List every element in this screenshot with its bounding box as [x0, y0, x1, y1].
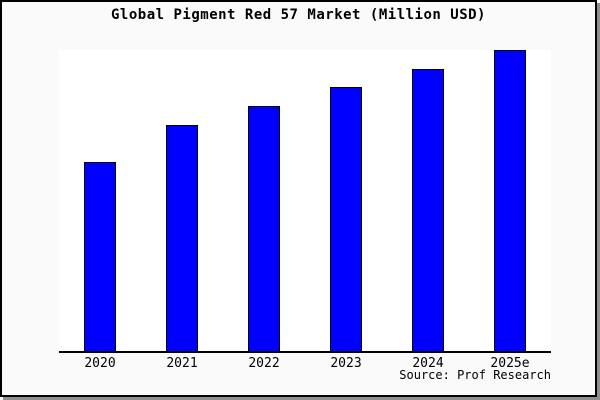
bar-slot [141, 50, 223, 351]
bar-2021 [166, 125, 198, 351]
bar-2023 [330, 87, 362, 351]
bar-slot [469, 50, 551, 351]
source-label: Source: Prof Research [399, 368, 551, 382]
bar-2022 [248, 106, 280, 351]
plot-area [59, 50, 551, 353]
x-tick-label-2023: 2023 [330, 356, 362, 371]
bar-2024 [412, 69, 444, 351]
x-tick-label-2024: 2024 [412, 356, 444, 371]
bar-slot [305, 50, 387, 351]
bar-slot [59, 50, 141, 351]
bar-slot [387, 50, 469, 351]
bar-2020 [84, 162, 116, 351]
bars-container [59, 50, 551, 351]
chart-title: Global Pigment Red 57 Market (Million US… [110, 7, 486, 23]
bar-slot [223, 50, 305, 351]
bar-2025e [494, 50, 526, 351]
x-tick-label-2022: 2022 [248, 356, 280, 371]
x-tick-label-2020: 2020 [84, 356, 116, 371]
x-tick-label-2021: 2021 [166, 356, 198, 371]
x-tick-label-2025e: 2025e [490, 356, 530, 371]
x-axis-labels: 2020 2021 2022 2023 2024 2025e [59, 357, 551, 371]
